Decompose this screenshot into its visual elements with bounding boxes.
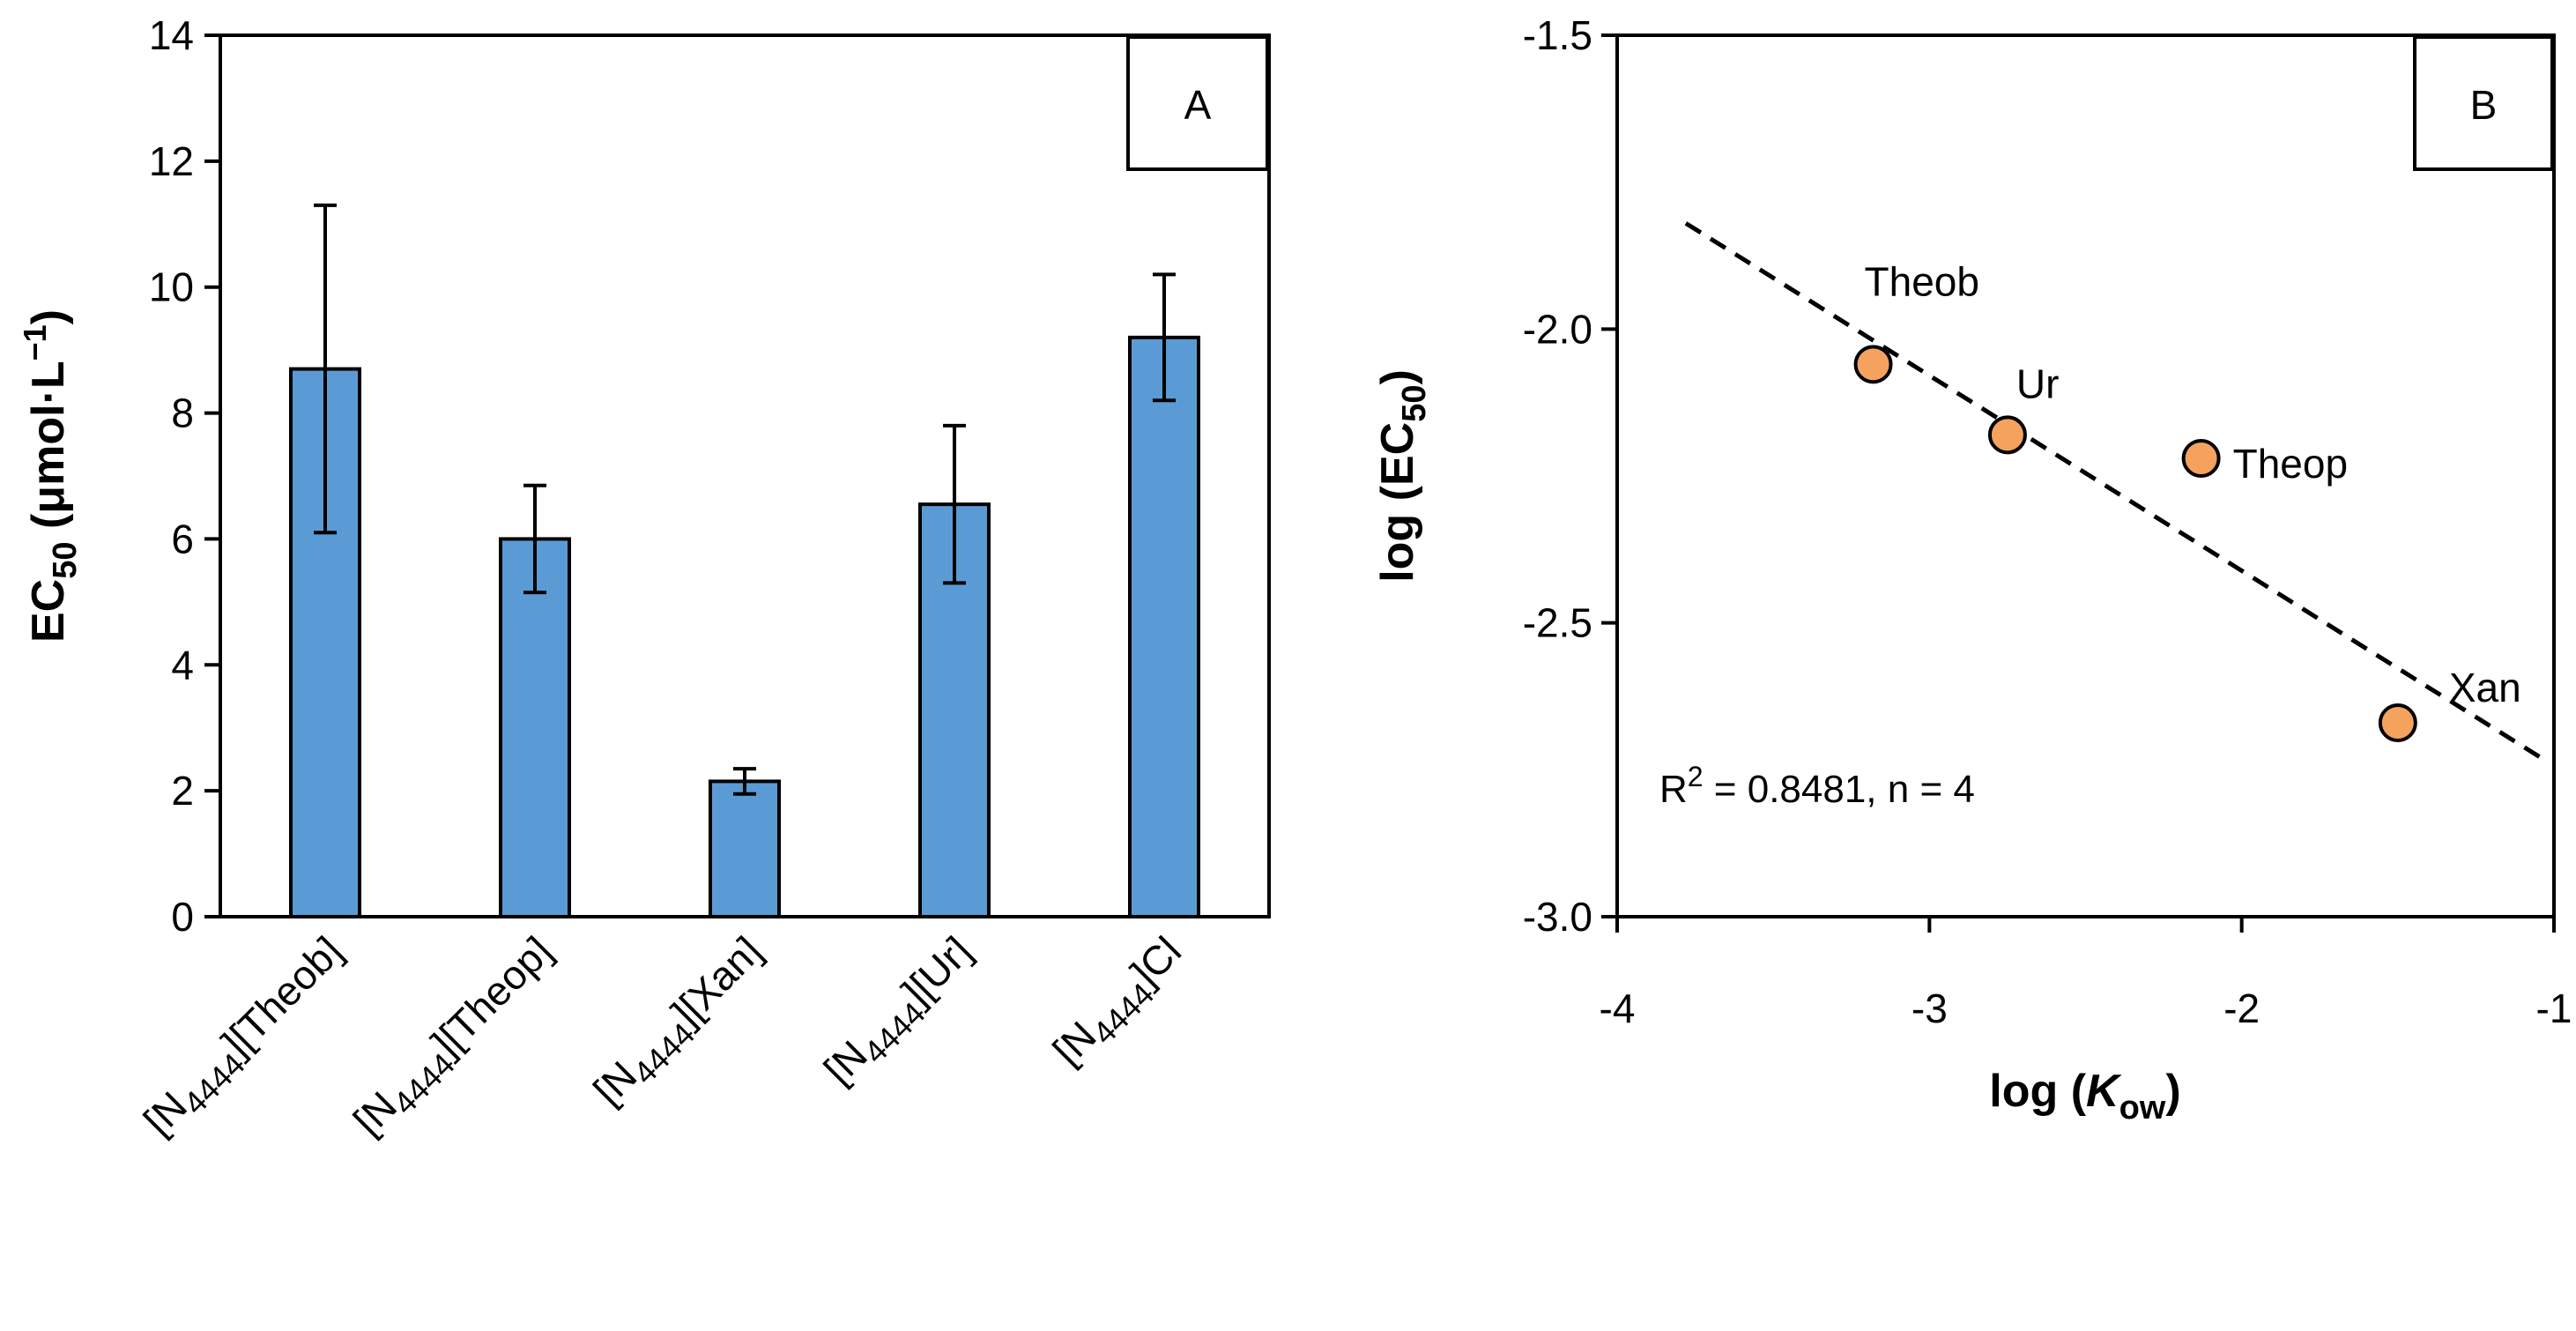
y-tick-label: -2.5 bbox=[1523, 600, 1592, 646]
panel-b-y-axis-title: log (EC50) bbox=[1372, 369, 1433, 583]
point-label: Ur bbox=[2016, 361, 2060, 406]
scatter-point bbox=[2181, 439, 2221, 478]
bar bbox=[918, 502, 991, 919]
category-label: [N4444][Xan] bbox=[584, 927, 776, 1119]
bar bbox=[1128, 335, 1200, 919]
bar bbox=[289, 367, 361, 919]
y-tick-label: 8 bbox=[171, 390, 194, 436]
y-tick-label: 12 bbox=[149, 138, 194, 184]
panel-a-bar-chart: 0 2 4 6 8 10 12 14 [N4444][Theob][N4444][Theop]… bbox=[17, 12, 1271, 1149]
scatter-point bbox=[2378, 703, 2417, 742]
y-tick-label: -2.0 bbox=[1523, 306, 1592, 352]
panel-b-letter-box bbox=[2413, 35, 2554, 171]
panel-b-points: Theob Ur Theop Xan bbox=[1853, 258, 2521, 742]
x-tick-label: -3 bbox=[1912, 985, 1948, 1031]
panel-b-r2-annotation: R2 = 0.8481, n = 4 bbox=[1659, 761, 1975, 811]
point-label: Xan bbox=[2449, 665, 2521, 710]
scatter-point bbox=[1987, 415, 2027, 455]
panel-a-letter: A bbox=[1184, 82, 1212, 128]
panel-b-trendline bbox=[1684, 221, 2543, 761]
y-tick-label: 4 bbox=[171, 642, 194, 688]
panel-a-y-ticks: 0 2 4 6 8 10 12 14 bbox=[149, 12, 220, 940]
scatter-point bbox=[1853, 345, 1893, 384]
category-label: [N4444]Cl bbox=[1043, 927, 1196, 1080]
y-tick-label: 2 bbox=[171, 768, 194, 814]
panel-a-letter-box bbox=[1126, 35, 1269, 171]
y-tick-label: -3.0 bbox=[1523, 894, 1592, 940]
y-tick-label: 0 bbox=[171, 894, 194, 940]
panel-a-category-labels: [N4444][Theob][N4444][Theop][N4444][Xan]… bbox=[135, 927, 1196, 1149]
bar bbox=[499, 537, 571, 919]
bar bbox=[709, 779, 781, 919]
y-tick-label: 10 bbox=[149, 264, 194, 310]
panel-a-bars bbox=[289, 203, 1200, 919]
panel-b-letter: B bbox=[2470, 82, 2498, 128]
y-tick-label: 6 bbox=[171, 516, 194, 561]
y-tick-label: -1.5 bbox=[1523, 12, 1592, 58]
panel-b-plot-frame bbox=[1615, 33, 2556, 918]
x-tick-label: -2 bbox=[2223, 985, 2260, 1031]
category-label: [N4444][Theop] bbox=[345, 927, 567, 1149]
panel-b-x-axis-title: log (Kow) bbox=[1989, 1066, 2180, 1127]
category-label: [N4444][Ur] bbox=[815, 927, 986, 1098]
y-tick-label: 14 bbox=[149, 12, 194, 58]
x-tick-label: -4 bbox=[1600, 985, 1636, 1031]
panel-b-x-ticks: -4 -3 -2 -1 bbox=[1600, 917, 2572, 1031]
point-label: Theop bbox=[2233, 441, 2348, 487]
panel-b-scatter-chart: -3.0 -2.5 -2.0 -1.5 -4 -3 -2 -1 Theob Ur Theop Xa… bbox=[1372, 12, 2572, 1127]
panel-b-y-ticks: -3.0 -2.5 -2.0 -1.5 bbox=[1523, 12, 1617, 940]
x-tick-label: -1 bbox=[2536, 985, 2572, 1031]
point-label: Theob bbox=[1865, 258, 1979, 304]
category-label: [N4444][Theob] bbox=[135, 927, 357, 1149]
panel-a-y-axis-title: EC50 (μmol·L−1) bbox=[17, 309, 84, 643]
